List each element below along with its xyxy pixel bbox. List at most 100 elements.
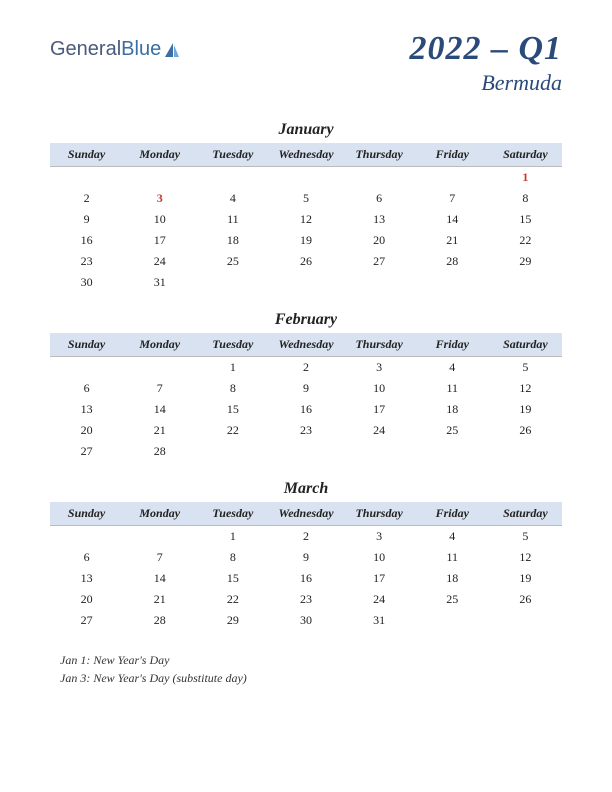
calendar-row: 2728293031 [50, 610, 562, 631]
calendar-cell [343, 167, 416, 189]
calendar-cell: 15 [196, 399, 269, 420]
logo-text-blue: Blue [121, 38, 161, 61]
calendar-cell: 19 [489, 568, 562, 589]
calendar-cell [416, 167, 489, 189]
calendar-cell: 2 [50, 188, 123, 209]
calendar-cell: 4 [196, 188, 269, 209]
day-header: Friday [416, 143, 489, 167]
calendar-cell [269, 441, 342, 462]
calendar-cell: 12 [489, 378, 562, 399]
day-header: Tuesday [196, 333, 269, 357]
calendar-cell: 21 [416, 230, 489, 251]
day-header: Saturday [489, 502, 562, 526]
calendar-cell: 4 [416, 526, 489, 548]
calendar-row: 2345678 [50, 188, 562, 209]
holiday-note-line: Jan 1: New Year's Day [60, 651, 562, 669]
calendar-cell: 6 [343, 188, 416, 209]
calendar-row: 20212223242526 [50, 589, 562, 610]
calendar-row: 1 [50, 167, 562, 189]
calendar-cell [489, 272, 562, 293]
calendar-cell: 18 [416, 568, 489, 589]
day-header: Wednesday [269, 502, 342, 526]
day-header: Tuesday [196, 143, 269, 167]
calendar-cell: 25 [416, 420, 489, 441]
day-header: Thursday [343, 333, 416, 357]
calendar-cell: 4 [416, 357, 489, 379]
calendar-cell: 28 [123, 610, 196, 631]
calendar-cell: 22 [196, 589, 269, 610]
calendar-cell: 18 [416, 399, 489, 420]
logo-sail-icon [163, 41, 181, 59]
calendar-cell: 2 [269, 526, 342, 548]
day-header: Sunday [50, 143, 123, 167]
calendar-cell: 30 [50, 272, 123, 293]
calendar-row: 13141516171819 [50, 399, 562, 420]
calendar-cell: 27 [343, 251, 416, 272]
calendar-cell: 7 [123, 547, 196, 568]
month-block: JanuarySundayMondayTuesdayWednesdayThurs… [50, 121, 562, 293]
calendar-row: 20212223242526 [50, 420, 562, 441]
holiday-notes: Jan 1: New Year's DayJan 3: New Year's D… [50, 651, 562, 687]
calendar-table: SundayMondayTuesdayWednesdayThursdayFrid… [50, 333, 562, 462]
day-header: Saturday [489, 143, 562, 167]
calendar-cell [416, 272, 489, 293]
calendar-cell: 1 [489, 167, 562, 189]
calendar-cell: 10 [123, 209, 196, 230]
calendar-cell: 22 [196, 420, 269, 441]
calendar-cell: 25 [416, 589, 489, 610]
calendar-cell: 7 [123, 378, 196, 399]
calendar-cell: 30 [269, 610, 342, 631]
day-header: Monday [123, 143, 196, 167]
calendar-cell: 18 [196, 230, 269, 251]
calendar-row: 13141516171819 [50, 568, 562, 589]
calendar-cell [196, 167, 269, 189]
calendar-cell [343, 441, 416, 462]
calendar-cell [416, 610, 489, 631]
calendar-cell: 14 [123, 399, 196, 420]
calendar-cell: 8 [196, 378, 269, 399]
calendar-cell [50, 357, 123, 379]
calendar-cell [416, 441, 489, 462]
title-block: 2022 – Q1 Bermuda [409, 30, 562, 96]
day-header: Monday [123, 333, 196, 357]
calendar-cell [123, 167, 196, 189]
calendar-cell: 21 [123, 589, 196, 610]
calendar-cell [50, 526, 123, 548]
calendar-cell: 6 [50, 378, 123, 399]
day-header: Wednesday [269, 143, 342, 167]
calendar-cell: 23 [269, 420, 342, 441]
calendar-cell: 11 [416, 547, 489, 568]
calendar-row: 16171819202122 [50, 230, 562, 251]
calendar-cell [269, 272, 342, 293]
day-header: Monday [123, 502, 196, 526]
calendar-cell: 15 [196, 568, 269, 589]
day-header: Friday [416, 502, 489, 526]
calendar-cell: 1 [196, 357, 269, 379]
calendar-cell: 28 [416, 251, 489, 272]
calendar-cell: 23 [269, 589, 342, 610]
calendar-cell [123, 357, 196, 379]
calendar-cell: 13 [50, 399, 123, 420]
month-title: February [50, 311, 562, 329]
calendar-cell: 17 [123, 230, 196, 251]
calendar-cell: 17 [343, 399, 416, 420]
calendar-cell: 16 [269, 399, 342, 420]
calendar-cell: 24 [343, 420, 416, 441]
calendar-cell: 26 [489, 589, 562, 610]
calendar-row: 3031 [50, 272, 562, 293]
month-title: March [50, 480, 562, 498]
calendar-cell: 11 [196, 209, 269, 230]
calendar-cell: 27 [50, 441, 123, 462]
calendar-cell: 9 [50, 209, 123, 230]
calendar-row: 2728 [50, 441, 562, 462]
calendar-cell: 13 [343, 209, 416, 230]
calendar-table: SundayMondayTuesdayWednesdayThursdayFrid… [50, 143, 562, 293]
calendar-cell [489, 610, 562, 631]
calendar-cell: 21 [123, 420, 196, 441]
calendar-cell: 3 [343, 357, 416, 379]
calendar-table: SundayMondayTuesdayWednesdayThursdayFrid… [50, 502, 562, 631]
calendar-cell: 16 [50, 230, 123, 251]
calendar-cell: 27 [50, 610, 123, 631]
calendar-cell: 24 [123, 251, 196, 272]
calendar-cell: 3 [343, 526, 416, 548]
